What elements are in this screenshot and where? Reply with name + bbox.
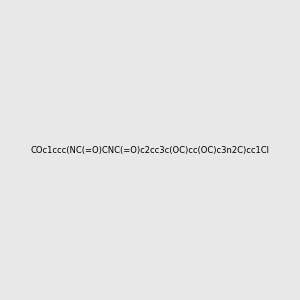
Text: COc1ccc(NC(=O)CNC(=O)c2cc3c(OC)cc(OC)c3n2C)cc1Cl: COc1ccc(NC(=O)CNC(=O)c2cc3c(OC)cc(OC)c3n… <box>31 146 269 154</box>
